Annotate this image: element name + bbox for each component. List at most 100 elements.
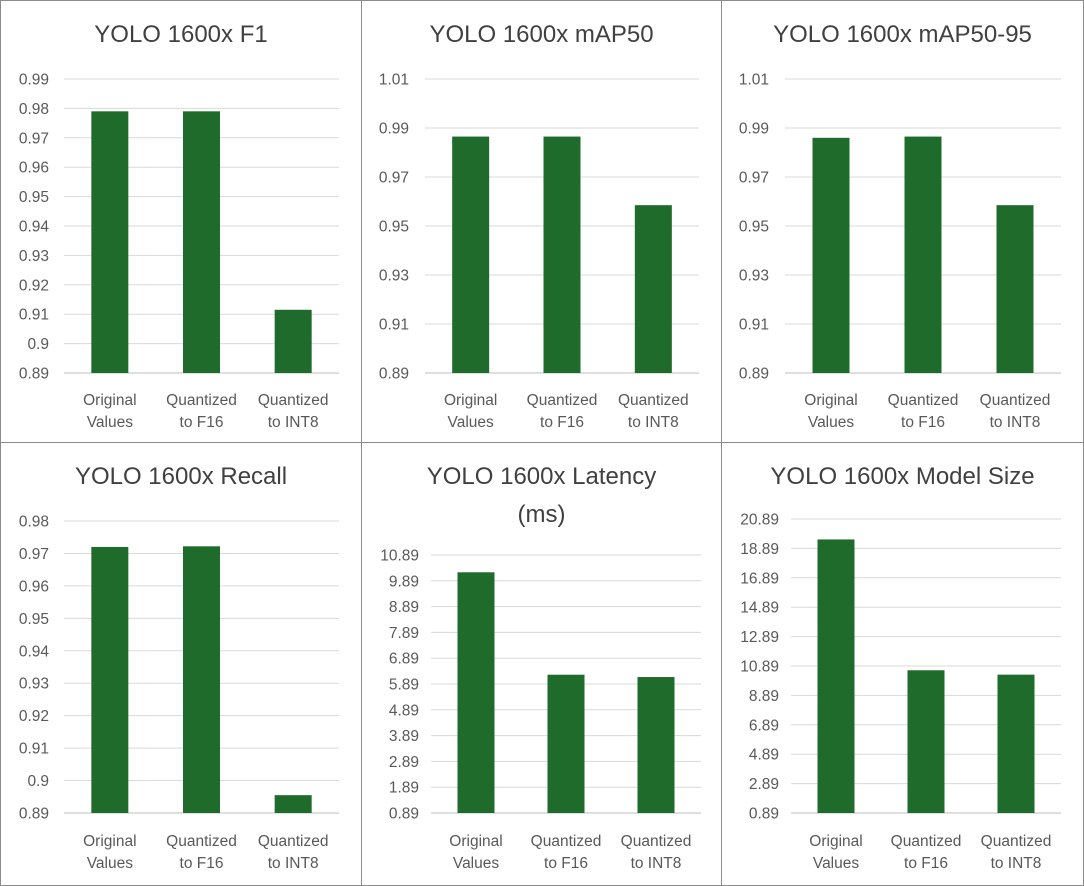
category-label: Original xyxy=(444,392,497,409)
chart-title-line: YOLO 1600x Model Size xyxy=(770,463,1035,490)
y-tick-label: 5.89 xyxy=(389,677,419,694)
category-label: to INT8 xyxy=(990,414,1041,431)
category-label: Quantized xyxy=(166,392,237,409)
y-tick-label: 7.89 xyxy=(389,625,419,642)
chart-title-line: YOLO 1600x F1 xyxy=(94,21,268,48)
y-tick-label: 0.9 xyxy=(27,773,49,790)
y-tick-label: 0.91 xyxy=(739,317,769,334)
y-tick-label: 0.98 xyxy=(19,514,49,531)
chart-title-line: (ms) xyxy=(517,501,566,528)
chart-title-line: YOLO 1600x mAP50 xyxy=(429,21,654,48)
y-tick-label: 0.9 xyxy=(27,336,49,353)
y-tick-label: 0.95 xyxy=(379,219,409,236)
category-label: Values xyxy=(87,414,133,431)
category-label: Quantized xyxy=(891,833,962,850)
bar xyxy=(634,205,672,373)
bar-chart-latency: 10.89 9.89 8.89 7.89 6.89 5.89 4.89 3.89 2.89 1.8… xyxy=(380,548,701,872)
y-tick-label: 0.93 xyxy=(739,268,769,285)
bar xyxy=(637,677,675,813)
bar xyxy=(904,136,942,373)
y-tick-label: 0.95 xyxy=(19,189,49,206)
bar-chart-recall: 0.98 0.97 0.96 0.95 0.94 0.93 0.92 0.91 0.9 0.89 O… xyxy=(19,514,339,872)
bar xyxy=(996,205,1034,373)
y-tick-label: 0.91 xyxy=(19,307,49,324)
bar xyxy=(274,795,312,813)
y-tick-label: 12.89 xyxy=(740,629,779,646)
y-tick-label: 0.96 xyxy=(19,578,49,595)
y-tick-label: 0.93 xyxy=(19,248,49,265)
category-label: to F16 xyxy=(901,414,945,431)
y-tick-label: 0.98 xyxy=(19,101,49,118)
y-tick-label: 3.89 xyxy=(389,728,419,745)
chart-title-line: YOLO 1600x Recall xyxy=(74,463,288,490)
y-tick-label: 14.89 xyxy=(740,600,779,617)
y-tick-label: 6.89 xyxy=(389,651,419,668)
y-tick-label: 0.95 xyxy=(19,611,49,628)
category-label: Original xyxy=(83,392,136,409)
chart-panel-latency: YOLO 1600x Latency (ms) 10.89 9.89 8.89 7.8… xyxy=(361,442,722,886)
y-tick-label: 1.01 xyxy=(379,72,409,89)
y-tick-label: 0.94 xyxy=(19,219,50,236)
y-tick-label: 0.89 xyxy=(19,806,49,823)
bar xyxy=(274,309,312,373)
category-label: Values xyxy=(448,414,494,431)
y-tick-label: 0.94 xyxy=(19,643,50,660)
y-tick-label: 0.97 xyxy=(19,546,49,563)
y-tick-label: 4.89 xyxy=(389,702,419,719)
category-label: Quantized xyxy=(258,833,329,850)
y-tick-label: 2.89 xyxy=(389,754,419,771)
category-label: Quantized xyxy=(621,833,692,850)
y-tick-label: 0.93 xyxy=(19,676,49,693)
category-label: to INT8 xyxy=(631,855,682,872)
chart-title-line: YOLO 1600x Latency xyxy=(426,463,657,490)
category-label: to INT8 xyxy=(628,414,679,431)
chart-panel-model-size: YOLO 1600x Model Size 20.89 18.89 16.89 14.… xyxy=(721,442,1084,886)
category-label: to INT8 xyxy=(991,855,1042,872)
bar-chart-map50: 1.01 0.99 0.97 0.95 0.93 0.91 0.89 Original Valu… xyxy=(379,72,699,431)
y-tick-label: 6.89 xyxy=(749,717,779,734)
bar xyxy=(817,539,855,813)
bar xyxy=(907,670,945,813)
bar xyxy=(543,136,581,373)
bar xyxy=(183,546,220,813)
category-label: Quantized xyxy=(527,392,598,409)
y-tick-label: 0.89 xyxy=(739,366,769,383)
chart-panel-f1: YOLO 1600x F1 0.99 0.98 0.97 0.96 0.95 0.94 0.… xyxy=(0,0,362,443)
y-tick-label: 0.96 xyxy=(19,160,49,177)
y-tick-label: 0.92 xyxy=(19,708,49,725)
y-tick-label: 0.95 xyxy=(739,219,769,236)
category-label: Original xyxy=(809,833,862,850)
y-tick-label: 1.89 xyxy=(389,780,419,797)
y-tick-label: 0.92 xyxy=(19,277,49,294)
y-tick-label: 8.89 xyxy=(749,688,779,705)
category-label: to INT8 xyxy=(268,855,319,872)
y-tick-label: 0.97 xyxy=(739,170,769,187)
y-tick-label: 10.89 xyxy=(740,659,779,676)
category-label: Quantized xyxy=(618,392,689,409)
category-label: to F16 xyxy=(540,414,584,431)
category-label: Values xyxy=(87,855,133,872)
chart-panel-recall: YOLO 1600x Recall 0.98 0.97 0.96 0.95 0.94 0.… xyxy=(0,442,362,886)
y-tick-label: 0.93 xyxy=(379,268,409,285)
category-label: Quantized xyxy=(166,833,237,850)
chart-panel-map50: YOLO 1600x mAP50 1.01 0.99 0.97 0.95 0.93 0.9… xyxy=(361,0,722,443)
y-tick-label: 8.89 xyxy=(389,599,419,616)
category-label: Quantized xyxy=(258,392,329,409)
y-tick-label: 0.97 xyxy=(19,130,49,147)
y-tick-label: 0.91 xyxy=(379,317,409,334)
category-label: Quantized xyxy=(981,833,1052,850)
y-tick-label: 0.89 xyxy=(749,806,779,823)
bar xyxy=(452,136,490,373)
y-tick-label: 0.99 xyxy=(19,72,49,89)
category-label: Values xyxy=(813,855,859,872)
y-tick-label: 16.89 xyxy=(740,570,779,587)
bar-chart-f1: 0.99 0.98 0.97 0.96 0.95 0.94 0.93 0.92 0.91 0.9 0… xyxy=(19,72,339,431)
y-tick-label: 20.89 xyxy=(740,512,779,529)
category-label: Quantized xyxy=(888,392,959,409)
y-tick-label: 0.99 xyxy=(739,121,769,138)
bar xyxy=(91,546,129,813)
y-tick-label: 9.89 xyxy=(389,573,419,590)
bar xyxy=(812,137,850,373)
category-label: Values xyxy=(808,414,854,431)
